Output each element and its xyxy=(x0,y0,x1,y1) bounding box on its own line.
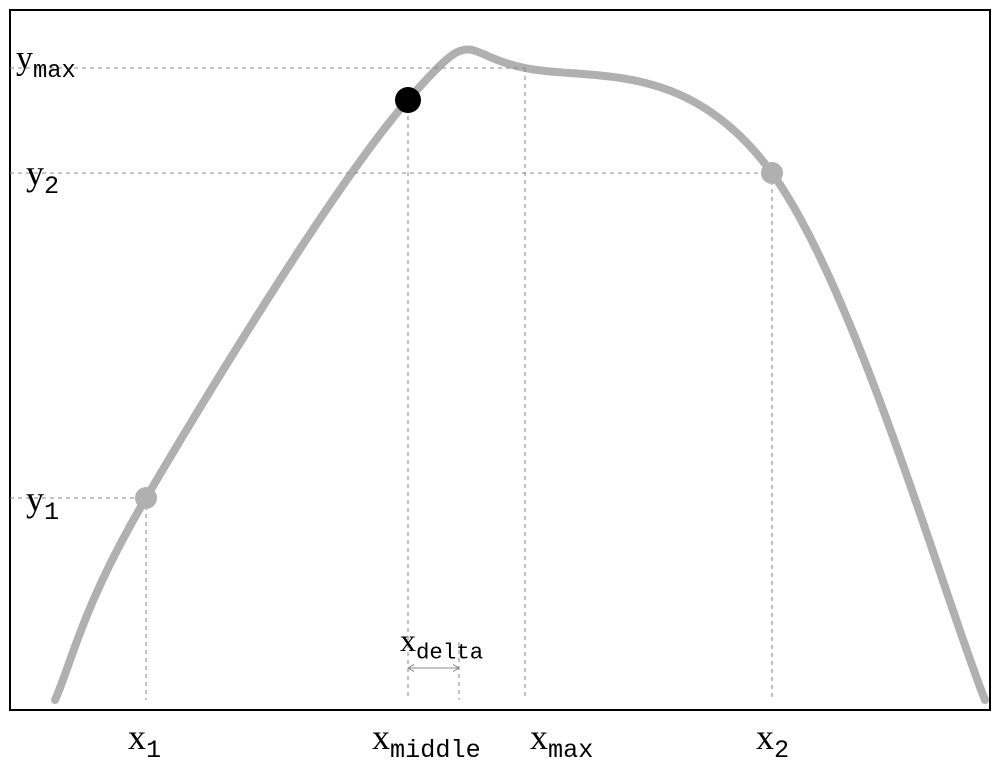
label-ymax-base: y xyxy=(16,40,33,77)
label-xmiddle-sub: middle xyxy=(390,736,481,765)
label-y2: y2 xyxy=(26,152,59,201)
chart-svg xyxy=(0,0,1000,773)
label-y2-sub: 2 xyxy=(44,172,59,201)
label-xmax-sub: max xyxy=(548,736,593,765)
label-ymax-sub: max xyxy=(33,58,76,85)
label-x1: x1 xyxy=(128,716,161,765)
label-y1-sub: 1 xyxy=(44,498,59,527)
label-x2: x2 xyxy=(756,716,789,765)
label-ymax: ymax xyxy=(16,40,76,85)
label-xdelta: xdelta xyxy=(400,622,483,665)
label-y2-base: y xyxy=(26,153,44,193)
label-xmax: xmax xyxy=(530,716,593,765)
label-xmiddle-base: x xyxy=(372,717,390,757)
chart-canvas: ymax y2 y1 x1 xmiddle xmax x2 xdelta xyxy=(0,0,1000,773)
label-x1-sub: 1 xyxy=(146,736,161,765)
label-x2-base: x xyxy=(756,717,774,757)
label-x1-base: x xyxy=(128,717,146,757)
label-y1-base: y xyxy=(26,479,44,519)
label-x2-sub: 2 xyxy=(774,736,789,765)
label-xmax-base: x xyxy=(530,717,548,757)
label-y1: y1 xyxy=(26,478,59,527)
label-xmiddle: xmiddle xyxy=(372,716,481,765)
label-xdelta-base: x xyxy=(400,622,416,658)
label-xdelta-sub: delta xyxy=(416,639,483,665)
